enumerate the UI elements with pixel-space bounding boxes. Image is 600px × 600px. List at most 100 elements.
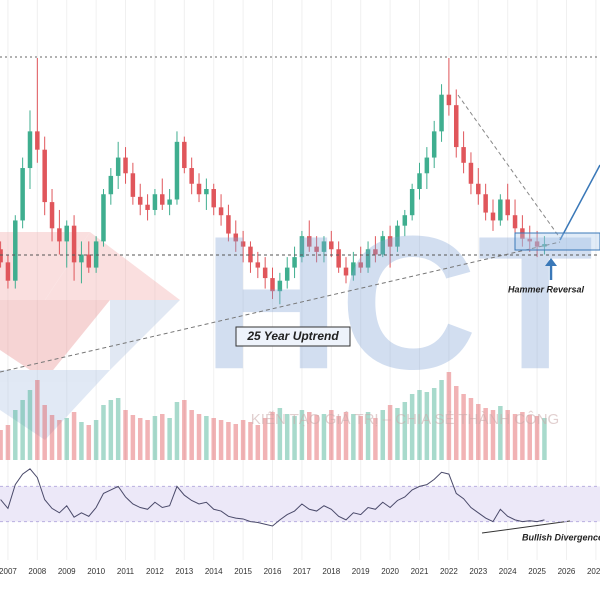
volume-bar bbox=[130, 415, 136, 460]
x-tick-label: 2008 bbox=[28, 567, 46, 576]
x-tick-label: 2012 bbox=[146, 567, 164, 576]
candle-body bbox=[0, 249, 3, 263]
volume-bar bbox=[27, 390, 33, 460]
x-tick-label: 2009 bbox=[58, 567, 76, 576]
candle-body bbox=[79, 254, 84, 263]
rsi-band-fill bbox=[0, 486, 600, 522]
watermark-logo bbox=[0, 232, 180, 440]
rsi-pane bbox=[0, 468, 600, 527]
candle-body bbox=[255, 262, 261, 268]
arrow-head bbox=[545, 258, 557, 266]
candle-body bbox=[108, 175, 114, 195]
volume-bar bbox=[453, 386, 459, 460]
x-tick-label: 2007 bbox=[0, 567, 17, 576]
x-tick-label: 2027 bbox=[587, 567, 600, 576]
candle-body bbox=[101, 194, 106, 242]
volume-bar bbox=[277, 408, 283, 460]
candle-body bbox=[336, 249, 341, 268]
candle-body bbox=[196, 183, 202, 195]
volume-bar bbox=[498, 406, 503, 460]
volume-bar bbox=[13, 410, 18, 460]
candle-body bbox=[351, 262, 356, 276]
volume-bar bbox=[248, 422, 253, 460]
candle-body bbox=[284, 267, 290, 281]
logo-shape bbox=[110, 300, 180, 370]
candle-body bbox=[233, 233, 239, 242]
candle-body bbox=[461, 147, 466, 163]
uptrend-line bbox=[0, 241, 561, 373]
candle-body bbox=[182, 141, 187, 169]
volume-bar bbox=[108, 400, 114, 460]
x-tick-label: 2025 bbox=[528, 567, 546, 576]
x-tick-label: 2018 bbox=[322, 567, 340, 576]
candle-body bbox=[174, 141, 180, 200]
price-pane bbox=[0, 58, 547, 305]
volume-bar bbox=[174, 402, 180, 460]
annotation: 25 Year Uptrend bbox=[246, 329, 339, 343]
volume-bar bbox=[468, 398, 474, 460]
volume-bar bbox=[476, 404, 481, 460]
candle-body bbox=[189, 168, 194, 184]
candle-body bbox=[42, 149, 47, 203]
watermark-slogan: KIẾN TẠO GIÁ TRỊ – CHIA SẺ THÀNH CÔNG bbox=[251, 411, 559, 428]
candle-body bbox=[226, 215, 231, 234]
candle-body bbox=[498, 199, 503, 221]
candle-body bbox=[211, 189, 216, 208]
candle-body bbox=[387, 236, 393, 247]
volume-bar bbox=[71, 412, 77, 460]
candle-body bbox=[520, 228, 525, 239]
volume-bar bbox=[534, 416, 540, 460]
candle-body bbox=[240, 241, 246, 247]
x-tick-label: 2010 bbox=[87, 567, 105, 576]
volume-bar bbox=[292, 416, 297, 460]
x-tick-label: 2011 bbox=[117, 567, 135, 576]
volume-bar bbox=[373, 418, 378, 460]
volume-bar bbox=[270, 412, 275, 460]
volume-bar bbox=[196, 414, 202, 460]
candle-body bbox=[204, 189, 209, 195]
candle-body bbox=[307, 236, 312, 247]
volume-bar bbox=[417, 390, 422, 460]
volume-bar bbox=[307, 412, 312, 460]
candle-body bbox=[5, 262, 11, 281]
candle-body bbox=[292, 257, 297, 268]
candle-body bbox=[424, 157, 430, 174]
candle-body bbox=[402, 215, 408, 226]
volume-bar bbox=[211, 418, 216, 460]
volume-bar bbox=[152, 416, 158, 460]
volume-bar bbox=[57, 420, 62, 460]
volume-bar bbox=[167, 418, 172, 460]
volume-bar bbox=[145, 420, 150, 460]
rsi-line bbox=[0, 468, 545, 527]
candle-body bbox=[248, 246, 253, 263]
volume-bar bbox=[483, 408, 488, 460]
volume-bar bbox=[431, 388, 437, 460]
zone-box bbox=[514, 232, 600, 251]
volume-bar bbox=[218, 420, 224, 460]
candle-body bbox=[476, 183, 481, 195]
watermark-text: HCT bbox=[203, 197, 593, 409]
x-tick-label: 2023 bbox=[469, 567, 487, 576]
x-axis: 2007 2008 2009 2010 2011 2012 2013 2014 2015 2016… bbox=[0, 567, 600, 576]
volume-bar bbox=[137, 418, 143, 460]
candle-body bbox=[483, 194, 488, 213]
x-tick-label: 2026 bbox=[558, 567, 576, 576]
volume-bar bbox=[240, 420, 246, 460]
volume-bar bbox=[542, 418, 547, 460]
candle-body bbox=[86, 254, 92, 268]
candle-body bbox=[130, 173, 136, 197]
projection-line bbox=[559, 164, 600, 241]
candle-body bbox=[167, 199, 172, 205]
candle-body bbox=[277, 280, 283, 292]
candle-body bbox=[358, 262, 363, 268]
volume-bar bbox=[284, 414, 290, 460]
volume-bar bbox=[204, 416, 209, 460]
volume-bar bbox=[439, 380, 444, 460]
volume-bar bbox=[402, 402, 408, 460]
volume-bar bbox=[64, 418, 69, 460]
volume-bar bbox=[93, 420, 99, 460]
volume-bar bbox=[189, 410, 194, 460]
x-tick-label: 2014 bbox=[205, 567, 223, 576]
candle-body bbox=[395, 225, 400, 247]
